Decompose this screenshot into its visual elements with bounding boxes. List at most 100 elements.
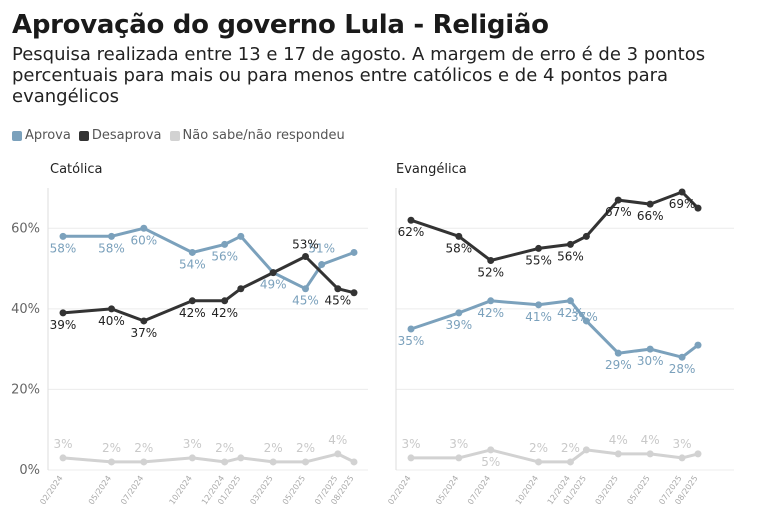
data-label-evangelica: 2% xyxy=(529,441,548,455)
data-point-catolica-desaprova xyxy=(188,297,196,305)
data-point-catolica-desaprova xyxy=(108,305,115,313)
series-line-evangelica-nao-sabe xyxy=(409,448,700,464)
data-label-catolica: 42% xyxy=(179,306,206,320)
data-point-catolica-nao-sabe xyxy=(302,458,309,466)
data-label-evangelica: 28% xyxy=(669,362,696,376)
data-label-catolica: 4% xyxy=(328,433,347,447)
data-label-catolica: 49% xyxy=(260,278,287,292)
data-label-evangelica: 3% xyxy=(401,437,420,451)
data-point-catolica-aprova xyxy=(237,232,245,240)
data-point-catolica-desaprova xyxy=(302,252,309,260)
data-label-evangelica: 3% xyxy=(449,437,468,451)
y-tick-label: 20% xyxy=(11,382,40,397)
data-label-catolica: 53% xyxy=(292,237,319,251)
data-label-evangelica: 62% xyxy=(398,225,425,239)
data-point-catolica-desaprova xyxy=(237,285,245,293)
data-label-evangelica: 2% xyxy=(561,441,580,455)
data-label-evangelica: 52% xyxy=(477,266,504,280)
data-label-evangelica: 55% xyxy=(525,253,552,267)
data-label-evangelica: 35% xyxy=(398,334,425,348)
data-label-catolica: 58% xyxy=(98,241,125,255)
data-point-catolica-nao-sabe xyxy=(108,458,115,466)
data-point-catolica-aprova xyxy=(221,240,229,248)
data-point-evangelica-aprova xyxy=(678,353,686,361)
data-point-evangelica-aprova xyxy=(535,301,543,309)
data-point-catolica-nao-sabe xyxy=(188,454,196,462)
data-label-catolica: 58% xyxy=(50,241,77,255)
series-line-catolica-desaprova xyxy=(61,255,356,323)
data-point-evangelica-aprova xyxy=(455,309,463,317)
data-label-catolica: 45% xyxy=(324,294,351,308)
data-point-catolica-aprova xyxy=(188,248,196,256)
data-point-evangelica-aprova xyxy=(582,317,590,325)
data-point-catolica-nao-sabe xyxy=(269,458,277,466)
data-point-evangelica-nao-sabe xyxy=(582,446,590,454)
legend-item-desaprova: Desaprova xyxy=(78,128,162,143)
data-point-evangelica-desaprova xyxy=(455,232,463,240)
data-point-catolica-desaprova xyxy=(140,317,148,325)
data-label-evangelica: 3% xyxy=(673,437,692,451)
data-point-evangelica-aprova xyxy=(487,297,495,305)
data-label-catolica: 56% xyxy=(211,249,238,263)
data-point-catolica-aprova xyxy=(140,224,148,232)
x-tick-label-catolica: 07/2024 xyxy=(119,474,145,506)
data-point-evangelica-nao-sabe xyxy=(646,450,654,458)
data-label-evangelica: 41% xyxy=(525,310,552,324)
series-line-evangelica-desaprova xyxy=(409,190,700,262)
y-tick-label: 40% xyxy=(11,302,40,317)
data-point-evangelica-aprova xyxy=(614,349,622,357)
data-point-catolica-nao-sabe xyxy=(221,458,229,466)
data-label-evangelica: 42% xyxy=(477,306,504,320)
data-label-evangelica: 29% xyxy=(605,358,632,372)
panel-title-evangelica: Evangélica xyxy=(396,162,467,177)
legend-item-nao-sabe: Não sabe/não respondeu xyxy=(169,128,345,143)
data-point-evangelica-nao-sabe xyxy=(694,450,702,458)
legend-label-desaprova: Desaprova xyxy=(91,128,162,143)
x-tick-label-evangelica: 05/2024 xyxy=(434,474,460,506)
chart-subtitle: Pesquisa realizada entre 13 e 17 de agos… xyxy=(12,44,706,107)
data-label-evangelica: 42% xyxy=(557,306,584,320)
data-point-catolica-nao-sabe xyxy=(140,458,148,466)
data-label-catolica: 40% xyxy=(98,314,125,328)
x-tick-label-catolica: 03/2025 xyxy=(248,474,274,506)
series-line-catolica-aprova xyxy=(61,226,356,291)
x-tick-label-catolica: 05/2024 xyxy=(87,474,113,506)
data-point-evangelica-nao-sabe xyxy=(487,446,495,454)
data-label-evangelica: 4% xyxy=(609,433,628,447)
data-point-catolica-desaprova xyxy=(59,309,67,317)
legend-item-aprova: Aprova xyxy=(12,128,71,143)
legend-swatch-nao-sabe xyxy=(169,130,180,141)
data-label-catolica: 45% xyxy=(292,294,319,308)
data-point-evangelica-aprova xyxy=(407,325,415,333)
data-label-catolica: 51% xyxy=(308,242,335,256)
series-line-catolica-nao-sabe xyxy=(61,452,356,464)
x-tick-label-catolica: 10/2024 xyxy=(168,474,194,506)
data-label-evangelica: 66% xyxy=(637,209,664,223)
data-point-catolica-desaprova xyxy=(350,289,358,297)
data-label-evangelica: 67% xyxy=(605,205,632,219)
data-label-catolica: 2% xyxy=(215,441,234,455)
data-label-evangelica: 5% xyxy=(481,455,500,469)
data-point-evangelica-nao-sabe xyxy=(455,454,463,462)
data-label-evangelica: 58% xyxy=(445,241,472,255)
panel-title-catolica: Católica xyxy=(50,162,102,177)
data-label-evangelica: 56% xyxy=(557,249,584,263)
x-tick-label-evangelica: 03/2025 xyxy=(593,474,619,506)
data-point-catolica-desaprova xyxy=(221,297,229,305)
data-label-catolica: 2% xyxy=(264,441,283,455)
data-point-evangelica-nao-sabe xyxy=(535,458,543,466)
data-point-catolica-aprova xyxy=(302,285,309,293)
data-point-evangelica-desaprova xyxy=(646,200,654,208)
data-point-catolica-aprova xyxy=(59,232,67,240)
data-label-evangelica: 37% xyxy=(571,310,598,324)
data-label-catolica: 39% xyxy=(50,318,77,332)
data-point-catolica-nao-sabe xyxy=(59,454,67,462)
x-tick-label-catolica: 05/2025 xyxy=(281,474,307,506)
data-point-evangelica-aprova xyxy=(646,345,654,353)
legend-swatch-desaprova xyxy=(78,130,89,141)
data-label-evangelica: 69% xyxy=(669,197,696,211)
data-label-evangelica: 4% xyxy=(641,433,660,447)
data-point-catolica-aprova xyxy=(318,261,326,269)
data-label-catolica: 54% xyxy=(179,257,206,271)
data-label-catolica: 60% xyxy=(130,233,157,247)
